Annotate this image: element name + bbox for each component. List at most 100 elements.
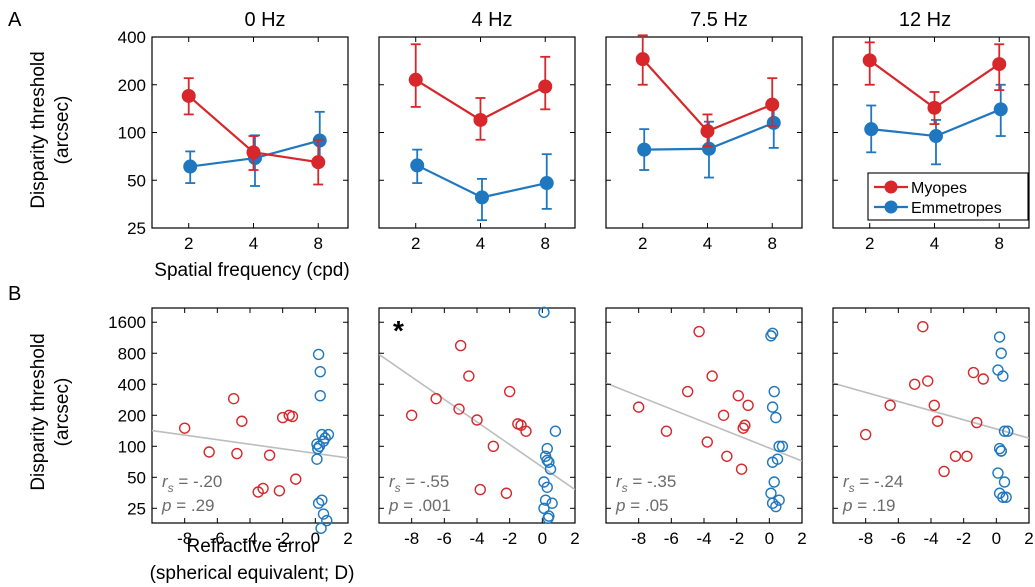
y-tick-label: 200	[118, 406, 146, 425]
myopes-point	[701, 436, 713, 448]
myopes-point	[246, 145, 261, 160]
emmetropes-point	[317, 508, 330, 520]
title-0hz: 0 Hz	[244, 9, 285, 31]
emmetropes-point	[928, 129, 943, 144]
x-tick-label: -4	[242, 529, 257, 548]
x-tick-label: 8	[314, 234, 323, 253]
axes-box	[151, 36, 349, 229]
rs-stat: rs = -.24	[843, 472, 903, 495]
x-tick-label: -8	[858, 529, 873, 548]
x-tick-label: 8	[768, 234, 777, 253]
myopes-point	[463, 370, 475, 382]
myopes-point	[732, 389, 744, 402]
emmetropes-point	[1000, 491, 1012, 503]
x-tick-label: 0	[765, 529, 774, 548]
myopes-point	[660, 425, 673, 437]
regression-line	[379, 353, 575, 491]
panel-a-subplot-2: 2 4 8	[605, 34, 803, 253]
y-tick-label: 50	[127, 468, 146, 487]
rs-stat: rs = -.35	[616, 472, 676, 495]
myopes-point	[917, 320, 929, 333]
emmetropes-point	[776, 440, 789, 452]
emmetropes-point	[311, 438, 323, 450]
myopes-point	[408, 72, 423, 87]
myopes-point	[971, 416, 983, 429]
emmetropes-point	[546, 497, 558, 509]
legend: Myopes Emmetropes	[867, 172, 1029, 221]
x-tick-label: -6	[891, 529, 906, 548]
myopes-point	[693, 325, 705, 338]
y-tick-label: 400	[118, 28, 146, 47]
emmetropes-point	[311, 453, 323, 465]
panel-b-subplot-0: -8 -6 -4 -2 0 2 25 50 100 200 400 800 1600 rs = -.20p…	[108, 307, 353, 548]
panel-a-subplot-1: 2 4 8	[378, 36, 576, 253]
myopes-point	[181, 88, 196, 103]
panel-a-subplot-3: 2 4 8 Myopes Emmetropes	[832, 36, 1030, 253]
panel-b-subplot-2: -8 -6 -4 -2 0 2 rs = -.35p = .05	[605, 307, 807, 548]
myopes-point	[862, 53, 877, 68]
emmetropes-point	[312, 348, 325, 361]
emmetropes-point	[773, 494, 785, 506]
p-stat: p = .19	[842, 496, 895, 515]
rs-stat: rs = -.20	[162, 472, 222, 495]
significance-star: *	[393, 315, 404, 346]
rs-subscript: s	[168, 481, 174, 495]
x-tick-label: 4	[930, 234, 939, 253]
emmetropes-point	[997, 370, 1009, 382]
emmetropes-point	[998, 476, 1011, 488]
panel-a-letter: A	[8, 9, 22, 31]
x-tick-label: 0	[992, 529, 1001, 548]
emmetropes-point	[316, 428, 328, 441]
emmetropes-point	[995, 445, 1007, 457]
emmetropes-point	[773, 440, 785, 452]
myopes-point	[967, 366, 980, 379]
x-tick-label: 8	[541, 234, 550, 253]
x-tick-label: -6	[437, 529, 452, 548]
emmetropes-point	[766, 497, 779, 509]
panel-a-ylabel-line2: (arcsec)	[52, 96, 73, 165]
rs-subscript: s	[849, 481, 855, 495]
emmetropes-point	[474, 190, 489, 205]
emmetropes-point	[993, 442, 1006, 455]
emmetropes-point	[768, 476, 780, 488]
myopes-point	[928, 399, 940, 411]
myopes-point	[717, 409, 730, 421]
myopes-point	[286, 410, 299, 423]
emmetropes-point	[315, 522, 327, 534]
emmetropes-point	[765, 487, 777, 499]
panel-b-letter: B	[8, 283, 21, 305]
myopes-point	[236, 415, 248, 427]
x-tick-label: -2	[729, 529, 744, 548]
panel-b-xlabel-line2: (spherical equivalent; D)	[150, 563, 355, 584]
myopes-point	[276, 411, 289, 424]
x-tick-label: -4	[923, 529, 938, 548]
x-tick-label: 2	[1024, 529, 1033, 548]
panel-b-subplot-3: -8 -6 -4 -2 0 2 rs = -.24p = .19	[832, 307, 1034, 548]
regression-line	[606, 382, 802, 462]
myopes-point	[503, 385, 516, 398]
p-value: = .05	[625, 496, 668, 515]
myopes-point	[273, 485, 286, 497]
myopes-point	[290, 473, 302, 485]
emmetropes-point	[543, 456, 555, 468]
myopes-point	[700, 124, 715, 139]
y-tick-label: 100	[118, 124, 146, 143]
myopes-point	[961, 450, 973, 462]
x-tick-label: -8	[631, 529, 646, 548]
myopes-point	[520, 425, 532, 437]
emmetropes-point	[543, 510, 555, 522]
x-tick-label: -4	[469, 529, 484, 548]
myopes-point	[405, 409, 418, 421]
legend-emmetropes-marker	[884, 200, 898, 214]
emmetropes-point	[319, 432, 331, 444]
y-tick-label: 25	[127, 219, 146, 238]
y-tick-label: 50	[127, 171, 146, 190]
panel-b-xlabel-line1: Refractive error	[187, 536, 319, 557]
y-tick-label: 400	[118, 375, 146, 394]
emmetropes-point	[766, 401, 779, 413]
myopes-point	[922, 375, 934, 387]
myopes-point	[908, 378, 921, 390]
myopes-point	[257, 482, 269, 495]
p-value: = .29	[171, 496, 214, 515]
legend-myopes-marker	[884, 180, 898, 194]
